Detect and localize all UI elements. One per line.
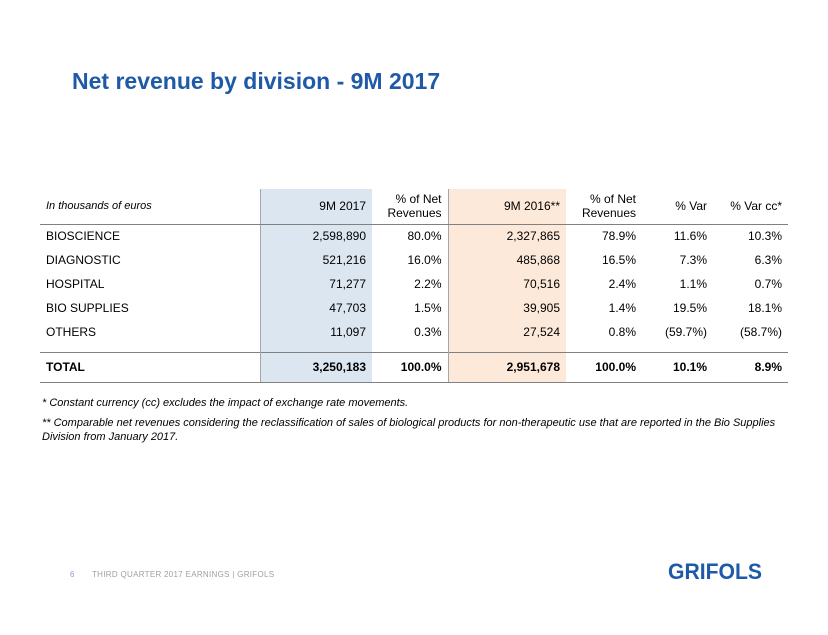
total-label: TOTAL [40, 351, 260, 383]
table-row: BIO SUPPLIES 47,703 1.5% 39,905 1.4% 19.… [40, 296, 788, 320]
header-var: % Var [642, 189, 713, 225]
header-9m-2016: 9M 2016** [447, 189, 566, 225]
var: 7.3% [679, 253, 707, 267]
header-pct-2017-line1: % of Net [395, 192, 442, 207]
table-header-row: In thousands of euros 9M 2017 % of Net R… [40, 189, 788, 225]
header-pct-2017-line2: Revenues [387, 206, 442, 221]
value-2017: 2,598,890 [259, 224, 372, 248]
value-2016: 70,516 [447, 272, 566, 296]
division-name: BIOSCIENCE [46, 229, 121, 244]
footnote-cc: * Constant currency (cc) excludes the im… [42, 397, 409, 409]
total-var-cc: 8.9% [713, 351, 788, 383]
table-row: HOSPITAL 71,277 2.2% 70,516 2.4% 1.1% 0.… [40, 272, 788, 296]
division-name: HOSPITAL [46, 277, 105, 291]
header-var-cc: % Var cc* [713, 189, 788, 225]
var-cc: 0.7% [754, 277, 782, 291]
table-row: BIOSCIENCE 2,598,890 80.0% 2,327,865 78.… [40, 224, 788, 248]
var-cc: 6.3% [754, 253, 782, 267]
value-2016: 2,327,865 [447, 224, 566, 248]
footer-text: THIRD QUARTER 2017 EARNINGS | GRIFOLS [92, 570, 275, 579]
header-pct-2016: % of Net Revenues [566, 189, 642, 225]
table-row: OTHERS 11,097 0.3% 27,524 0.8% (59.7%) (… [40, 320, 788, 344]
pct-2016: 16.5% [601, 253, 636, 267]
division-name: DIAGNOSTIC [46, 253, 121, 267]
value-2017: 71,277 [259, 272, 372, 296]
logo-text: GRIFOLS [668, 559, 762, 583]
total-2017: 3,250,183 [259, 351, 372, 383]
value-2016: 39,905 [447, 296, 566, 320]
division-name: BIO SUPPLIES [46, 301, 129, 315]
revenue-table: In thousands of euros 9M 2017 % of Net R… [40, 189, 788, 383]
value-2017: 11,097 [259, 320, 372, 344]
pct-2017: 16.0% [407, 253, 442, 267]
var: 19.5% [672, 301, 707, 315]
value-2016: 485,868 [447, 248, 566, 272]
pct-2016: 1.4% [608, 301, 636, 315]
page-title: Net revenue by division - 9M 2017 [72, 68, 441, 94]
total-pct-2017: 100.0% [372, 351, 448, 383]
value-2017: 521,216 [259, 248, 372, 272]
grifols-logo: GRIFOLS [668, 559, 762, 583]
table-total-row: TOTAL 3,250,183 100.0% 2,951,678 100.0% … [40, 351, 788, 383]
header-9m-2017: 9M 2017 [259, 189, 372, 225]
pct-2016: 0.8% [608, 325, 636, 339]
header-pct-2016-line1: % of Net [589, 192, 636, 207]
header-pct-2017: % of Net Revenues [372, 189, 448, 225]
total-2016: 2,951,678 [447, 351, 566, 383]
value-2017: 47,703 [259, 296, 372, 320]
unit-label: In thousands of euros [40, 189, 260, 225]
pct-2017: 1.5% [414, 301, 442, 315]
division-name: OTHERS [46, 325, 97, 339]
pct-2017: 0.3% [414, 325, 442, 339]
table-row: DIAGNOSTIC 521,216 16.0% 485,868 16.5% 7… [40, 248, 788, 272]
total-pct-2016: 100.0% [566, 351, 642, 383]
pct-2016: 2.4% [608, 277, 636, 291]
footnote-comparable: ** Comparable net revenues considering t… [42, 417, 776, 443]
var-cc: 10.3% [747, 229, 782, 244]
var-cc: (58.7%) [739, 325, 782, 339]
pct-2017: 2.2% [414, 277, 442, 291]
header-pct-2016-line2: Revenues [581, 206, 636, 221]
value-2016: 27,524 [447, 320, 566, 344]
page-number: 6 [70, 570, 75, 579]
var: (59.7%) [664, 325, 707, 339]
pct-2016: 78.9% [601, 229, 636, 244]
total-var: 10.1% [642, 351, 713, 383]
var: 11.6% [673, 229, 707, 244]
table-spacer-row [40, 344, 788, 352]
var: 1.1% [679, 277, 707, 291]
pct-2017: 80.0% [407, 229, 442, 244]
var-cc: 18.1% [747, 301, 782, 315]
